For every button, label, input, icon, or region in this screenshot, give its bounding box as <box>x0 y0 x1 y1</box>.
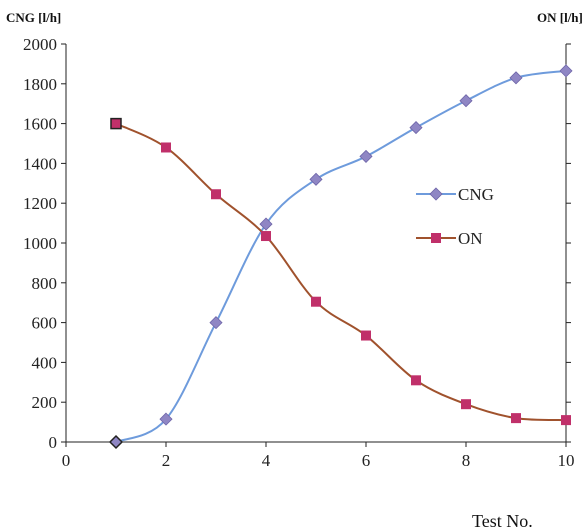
y-tick-label: 1200 <box>23 194 57 213</box>
cng-point <box>409 121 423 135</box>
x-tick-label: 4 <box>262 451 271 470</box>
x-tick-label: 2 <box>162 451 171 470</box>
on-point <box>361 330 371 341</box>
on-point <box>461 399 471 410</box>
on-point <box>110 117 122 130</box>
on-point <box>561 415 571 426</box>
cng-point <box>309 172 323 186</box>
cng-point <box>108 434 124 450</box>
y-tick-label: 200 <box>32 393 58 412</box>
y-tick-label: 0 <box>49 433 58 452</box>
on-point <box>311 296 321 307</box>
on-point <box>511 413 521 424</box>
legend-cng-marker <box>429 187 443 201</box>
legend-on-label: ON <box>458 229 483 248</box>
y-axis-right-title: ON [l/h] <box>537 10 582 25</box>
on-point <box>411 375 421 386</box>
x-tick-label: 8 <box>462 451 471 470</box>
y-axis-left-title: CNG [l/h] <box>6 10 61 25</box>
legend: CNG ON <box>416 185 494 248</box>
y-tick-label: 600 <box>32 314 58 333</box>
y-tick-label: 1400 <box>23 154 57 173</box>
series-line-on <box>115 122 567 422</box>
legend-on-marker <box>431 233 441 243</box>
cng-point <box>159 412 173 426</box>
series-layer <box>108 64 573 450</box>
x-tick-label: 10 <box>558 451 575 470</box>
cng-point <box>459 94 473 108</box>
cng-point <box>509 71 523 85</box>
cng-point <box>359 149 373 164</box>
y-tick-label: 1800 <box>23 75 57 94</box>
ticks-layer: 0 200 400 600 800 1000 1200 1400 1600 1800 2000 0 2 4… <box>23 35 575 470</box>
y-tick-label: 1000 <box>23 234 57 253</box>
y-tick-label: 1600 <box>23 115 57 134</box>
on-point <box>211 189 221 200</box>
on-point <box>161 142 171 153</box>
x-axis-title: Test No. <box>472 511 533 531</box>
series-line-cng <box>115 69 567 443</box>
y-tick-label: 2000 <box>23 35 57 54</box>
y-tick-label: 400 <box>32 353 58 372</box>
on-point <box>261 231 271 242</box>
cng-point <box>209 316 223 330</box>
y-tick-label: 800 <box>32 274 58 293</box>
cng-point <box>259 217 273 231</box>
x-tick-label: 0 <box>62 451 71 470</box>
legend-cng-label: CNG <box>458 185 494 204</box>
cng-point <box>559 64 573 78</box>
x-tick-label: 6 <box>362 451 371 470</box>
